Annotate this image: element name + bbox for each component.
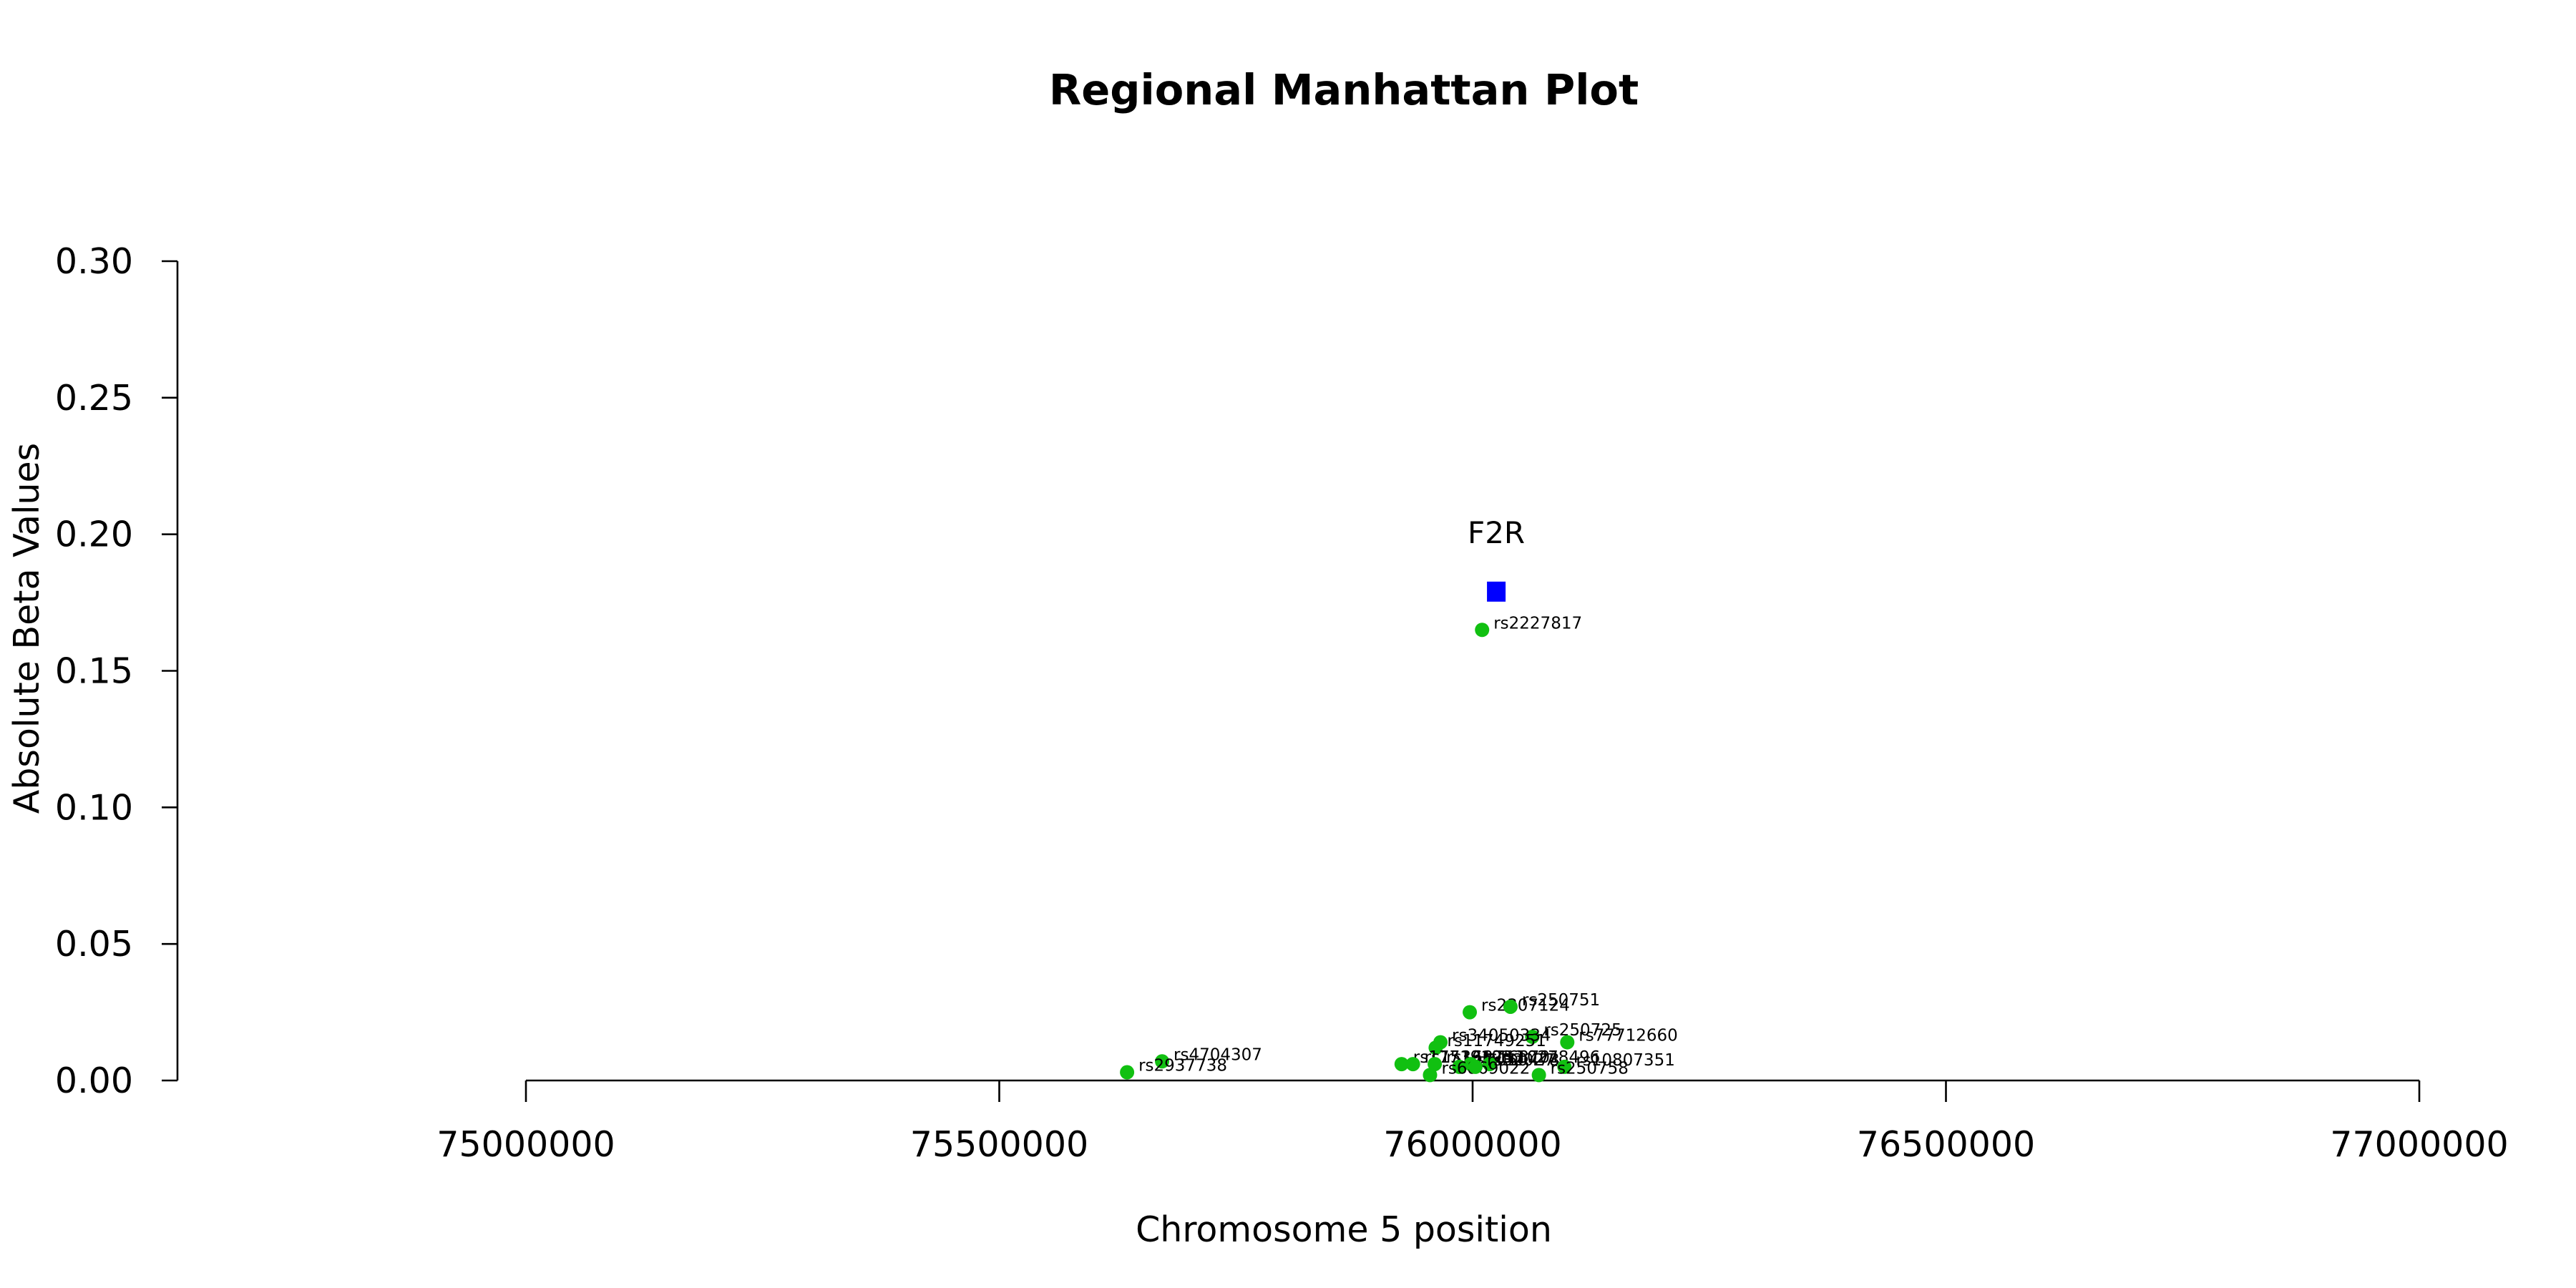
snp-label: rs250751 <box>1522 991 1600 1010</box>
snp-point <box>1428 1057 1443 1072</box>
snp-label: rs2937738 <box>1138 1057 1227 1075</box>
gene-markers: F2R <box>1468 515 1525 602</box>
snp-point <box>1120 1065 1135 1080</box>
snp-label: rs77712660 <box>1579 1027 1678 1045</box>
snp-point <box>1482 1057 1497 1072</box>
y-tick-label: 0.25 <box>55 378 133 419</box>
snp-point <box>1155 1054 1170 1069</box>
y-tick-label: 0.15 <box>55 651 133 692</box>
x-tick-label: 76000000 <box>1383 1124 1561 1165</box>
y-axis-title: Absolute Beta Values <box>6 443 47 814</box>
snp-label: rs250725 <box>1543 1021 1621 1040</box>
snp-point <box>1428 1040 1443 1055</box>
x-axis-title: Chromosome 5 position <box>1136 1209 1552 1250</box>
snp-label: rs6869022 <box>1441 1059 1530 1078</box>
snp-point <box>1557 1059 1572 1074</box>
snp-point <box>1394 1057 1409 1072</box>
snp-point <box>1475 623 1490 638</box>
snp-label: rs250758 <box>1551 1059 1629 1078</box>
snp-label: rs32027 <box>1487 1051 1555 1070</box>
snp-point <box>1468 1059 1483 1074</box>
y-tick-label: 0.00 <box>55 1060 133 1101</box>
snp-label: rs10278496 <box>1501 1048 1601 1067</box>
snp-label: rs34050334 <box>1452 1027 1551 1045</box>
snp-label: rs2227817 <box>1493 614 1582 633</box>
x-tick-label: 77000000 <box>2330 1124 2508 1165</box>
snp-point <box>1463 1005 1478 1020</box>
snp-point <box>1405 1057 1420 1072</box>
snp-label: rs2307124 <box>1481 997 1570 1015</box>
gene-marker <box>1487 581 1506 602</box>
y-axis: 0.00 0.05 0.10 0.15 0.20 0.25 0.30 <box>55 241 179 1101</box>
snp-label: rs10807351 <box>1576 1051 1675 1070</box>
x-tick-label: 75500000 <box>910 1124 1088 1165</box>
y-tick-label: 0.20 <box>55 514 133 555</box>
x-tick-label: 75000000 <box>436 1124 615 1165</box>
snp-point <box>1503 999 1518 1014</box>
y-tick-label: 0.10 <box>55 787 133 828</box>
snp-point <box>1560 1035 1575 1050</box>
snp-point <box>1525 1029 1540 1044</box>
y-tick-label: 0.05 <box>55 924 133 965</box>
snp-point <box>1423 1068 1438 1083</box>
snp-point <box>1452 1059 1467 1074</box>
snp-label: rs11749251 <box>1447 1032 1546 1050</box>
x-tick-label: 76500000 <box>1857 1124 2035 1165</box>
gene-label: F2R <box>1468 515 1525 550</box>
snp-point <box>1531 1068 1546 1083</box>
x-axis: 75000000 75500000 76000000 76500000 77000000 <box>436 1079 2509 1165</box>
snp-label: rs4704307 <box>1174 1045 1262 1064</box>
y-tick-label: 0.30 <box>55 241 133 282</box>
chart-title: Regional Manhattan Plot <box>1049 65 1639 114</box>
